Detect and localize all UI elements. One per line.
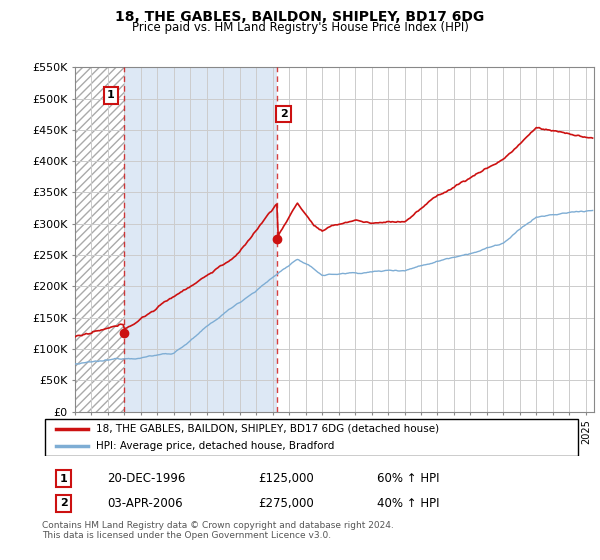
Text: 1: 1: [107, 90, 115, 100]
Text: Price paid vs. HM Land Registry's House Price Index (HPI): Price paid vs. HM Land Registry's House …: [131, 21, 469, 34]
Text: Contains HM Land Registry data © Crown copyright and database right 2024.
This d: Contains HM Land Registry data © Crown c…: [42, 521, 394, 540]
Text: £125,000: £125,000: [258, 472, 314, 486]
Text: 2: 2: [280, 109, 287, 119]
Text: 20-DEC-1996: 20-DEC-1996: [107, 472, 185, 486]
Text: £275,000: £275,000: [258, 497, 314, 510]
Text: 2: 2: [60, 498, 67, 508]
Bar: [75, 67, 124, 412]
Text: 60% ↑ HPI: 60% ↑ HPI: [377, 472, 439, 486]
Text: 40% ↑ HPI: 40% ↑ HPI: [377, 497, 439, 510]
Bar: [75, 67, 124, 412]
FancyBboxPatch shape: [45, 419, 578, 456]
Bar: [124, 67, 277, 412]
Text: 1: 1: [60, 474, 67, 484]
Text: 03-APR-2006: 03-APR-2006: [107, 497, 182, 510]
Text: 18, THE GABLES, BAILDON, SHIPLEY, BD17 6DG: 18, THE GABLES, BAILDON, SHIPLEY, BD17 6…: [115, 10, 485, 24]
Text: 18, THE GABLES, BAILDON, SHIPLEY, BD17 6DG (detached house): 18, THE GABLES, BAILDON, SHIPLEY, BD17 6…: [96, 423, 439, 433]
Text: HPI: Average price, detached house, Bradford: HPI: Average price, detached house, Brad…: [96, 441, 334, 451]
